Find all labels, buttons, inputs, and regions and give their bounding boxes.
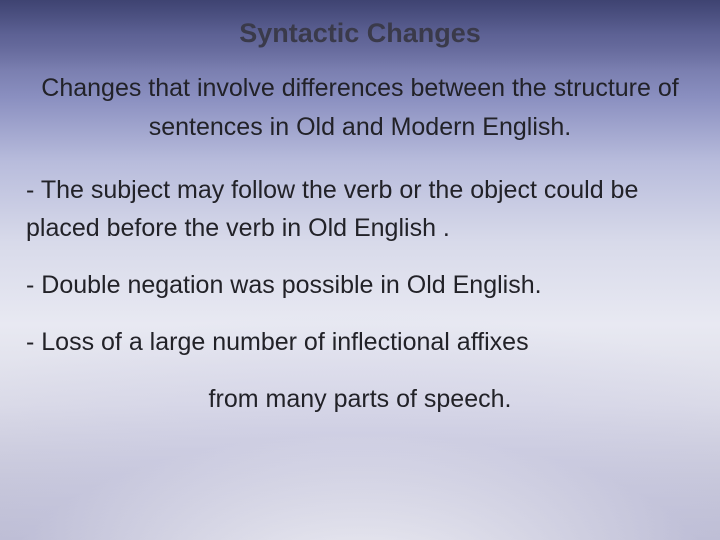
slide-body: Changes that involve differences between…: [0, 69, 720, 418]
bullet-1: - The subject may follow the verb or the…: [0, 171, 720, 249]
slide: Syntactic Changes Changes that involve d…: [0, 0, 720, 540]
intro-text: Changes that involve differences between…: [0, 69, 720, 147]
slide-title: Syntactic Changes: [0, 18, 720, 49]
bullet-3: - Loss of a large number of inflectional…: [0, 323, 720, 362]
bullet-2: - Double negation was possible in Old En…: [0, 266, 720, 305]
bullet-3-cont: from many parts of speech.: [0, 380, 720, 419]
